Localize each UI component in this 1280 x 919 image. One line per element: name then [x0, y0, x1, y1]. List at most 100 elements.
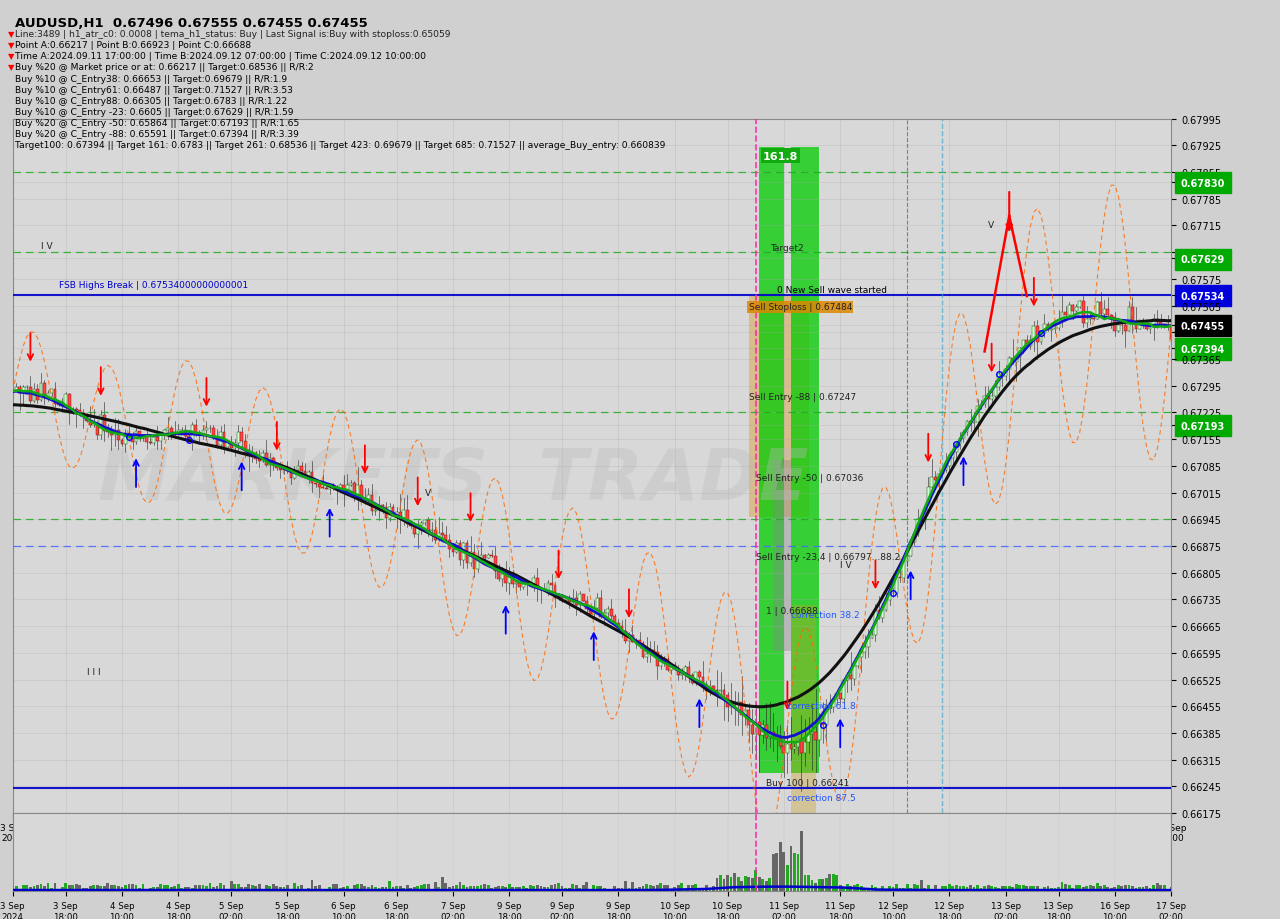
Bar	[124, 434, 127, 444]
Bar	[128, 434, 131, 437]
Bar	[212, 887, 215, 891]
Bar	[1053, 889, 1056, 891]
Bar	[1128, 885, 1130, 891]
Bar	[311, 879, 314, 891]
Bar	[705, 687, 708, 691]
Bar	[965, 422, 969, 432]
Bar	[110, 432, 113, 436]
Bar	[195, 425, 197, 434]
Bar	[867, 888, 870, 891]
Bar	[50, 390, 52, 393]
Bar	[116, 886, 120, 891]
Bar	[698, 889, 700, 891]
Bar	[1039, 334, 1042, 343]
Bar	[209, 883, 211, 891]
Bar	[969, 885, 972, 891]
Bar	[134, 885, 137, 891]
Bar	[166, 428, 169, 430]
Bar	[1007, 358, 1011, 369]
Bar	[776, 853, 778, 891]
Bar	[934, 478, 937, 481]
Bar	[655, 885, 658, 891]
Bar	[906, 556, 909, 562]
Bar	[500, 574, 503, 580]
Bar	[712, 686, 716, 690]
Bar	[790, 845, 792, 891]
Bar	[596, 886, 599, 891]
Bar	[275, 466, 278, 469]
Text: 161.8: 161.8	[763, 152, 799, 162]
Bar	[96, 424, 99, 436]
Bar	[1100, 886, 1102, 891]
Bar	[466, 887, 468, 891]
Text: 0 New Sell wave started: 0 New Sell wave started	[777, 286, 887, 295]
Text: Buy %20 @ C_Entry -88: 0.65591 || Target:0.67394 || R/R:3.39: Buy %20 @ C_Entry -88: 0.65591 || Target…	[15, 130, 300, 139]
Bar	[790, 744, 792, 749]
Bar	[1134, 889, 1138, 891]
Bar	[856, 658, 859, 666]
Bar	[963, 886, 965, 891]
Bar	[884, 600, 887, 610]
Bar	[1089, 319, 1092, 320]
Bar	[687, 885, 690, 891]
Text: Sell Entry -88 | 0.67247: Sell Entry -88 | 0.67247	[749, 392, 856, 402]
Bar	[198, 434, 201, 436]
Bar	[589, 889, 591, 891]
Bar	[673, 888, 676, 891]
Text: AUDUSD,H1  0.67496 0.67555 0.67455 0.67455: AUDUSD,H1 0.67496 0.67555 0.67455 0.6745…	[15, 17, 369, 29]
Bar	[983, 396, 986, 405]
Bar	[669, 889, 672, 891]
Bar	[772, 732, 774, 734]
Bar	[472, 552, 475, 570]
Bar	[191, 888, 193, 891]
Bar	[836, 876, 838, 891]
Bar	[593, 608, 595, 614]
Bar	[494, 888, 497, 891]
Bar	[804, 742, 806, 754]
Bar	[293, 883, 296, 891]
Bar	[677, 885, 680, 891]
Bar	[152, 887, 155, 891]
Bar	[1148, 328, 1152, 330]
Bar	[733, 873, 736, 891]
Bar	[297, 467, 300, 471]
Bar	[899, 577, 901, 579]
Bar	[639, 641, 641, 643]
Bar	[888, 886, 891, 891]
Bar	[977, 406, 979, 422]
Bar	[269, 886, 271, 891]
Bar	[1033, 326, 1036, 340]
Bar	[1061, 312, 1064, 321]
Bar	[571, 598, 573, 602]
Bar	[219, 433, 221, 446]
Bar	[959, 438, 961, 445]
Bar	[641, 643, 644, 657]
Text: I I I: I I I	[87, 667, 100, 676]
Bar	[307, 472, 310, 477]
Bar	[627, 888, 630, 891]
Bar	[279, 887, 282, 891]
Bar	[102, 887, 106, 891]
Bar	[29, 388, 32, 402]
Bar	[659, 658, 662, 666]
Text: Buy %20 @ C_Entry -50: 0.65864 || Target:0.67193 || R/R:1.65: Buy %20 @ C_Entry -50: 0.65864 || Target…	[15, 119, 300, 128]
Bar	[782, 852, 786, 891]
Bar	[719, 876, 722, 891]
Bar	[621, 889, 623, 891]
Bar	[895, 884, 899, 891]
Bar	[617, 889, 620, 891]
Bar	[726, 875, 730, 891]
Bar	[484, 884, 486, 891]
Text: Sell Entry -23,4 | 0.66797...88.2: Sell Entry -23,4 | 0.66797...88.2	[755, 553, 900, 562]
Bar	[223, 433, 225, 447]
Bar	[406, 511, 408, 525]
Bar	[285, 470, 289, 471]
Bar	[655, 652, 658, 666]
Bar	[145, 889, 148, 891]
Bar	[794, 853, 796, 891]
Bar	[195, 886, 197, 891]
Bar	[773, 460, 791, 652]
Bar	[832, 874, 835, 891]
Bar	[874, 888, 877, 891]
Bar	[416, 526, 419, 535]
